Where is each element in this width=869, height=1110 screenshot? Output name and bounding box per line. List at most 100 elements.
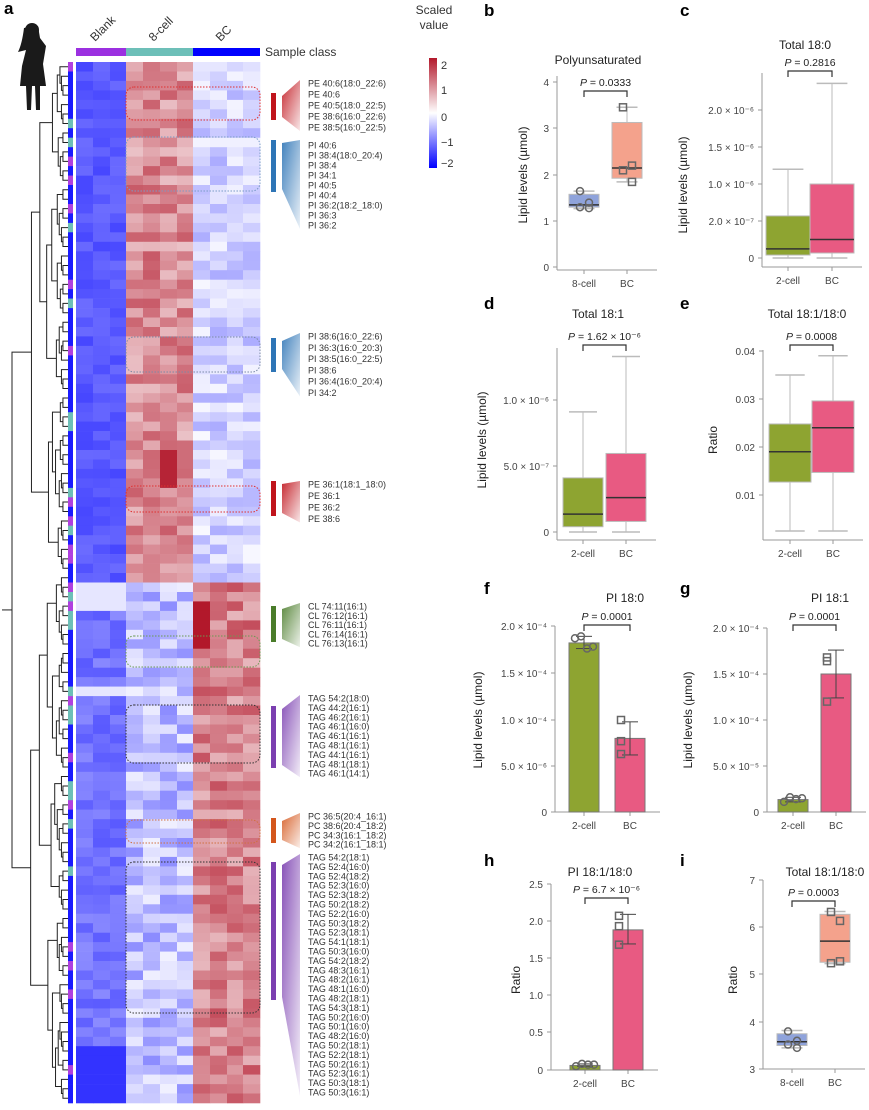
heatmap-cell <box>193 99 211 110</box>
heatmap-cell <box>243 923 261 933</box>
heatmap-cell <box>93 459 111 470</box>
heatmap-cell <box>160 156 178 167</box>
heatmap-cell <box>160 563 178 574</box>
heatmap-cell <box>93 800 111 810</box>
heatmap-cell <box>243 118 261 129</box>
box-2-cell <box>768 423 812 483</box>
group-color-bar <box>271 862 276 1000</box>
heatmap-cell <box>76 639 94 650</box>
heatmap-cell <box>193 658 211 668</box>
heatmap-cell <box>193 497 211 508</box>
lipid-label: TAG 52:2(18:1) <box>308 1050 369 1060</box>
heatmap-cell <box>210 961 228 971</box>
heatmap-cell <box>243 677 261 687</box>
lipid-label: TAG 54:3(18:1) <box>308 1003 369 1013</box>
lipid-label: PI 40:6 <box>308 141 337 151</box>
heatmap-cell <box>210 393 228 403</box>
data-point <box>779 797 789 807</box>
heatmap-cell <box>227 374 244 385</box>
dendrogram-branch <box>55 584 62 623</box>
row-side-color <box>68 705 73 716</box>
heatmap-cell <box>177 1055 194 1066</box>
dendrogram-branch <box>55 339 62 378</box>
heatmap-cell <box>93 412 111 422</box>
heatmap-cell <box>243 715 261 725</box>
heatmap-cell <box>76 648 94 659</box>
heatmap-cell <box>210 686 228 697</box>
heatmap-cell <box>143 62 161 72</box>
heatmap-cell <box>110 923 127 933</box>
heatmap-cell <box>110 733 127 744</box>
heatmap-cell <box>160 923 178 933</box>
lipid-label: PE 36:1(18:1_18:0) <box>308 480 386 490</box>
group-color-bar <box>271 93 276 120</box>
heatmap-cell <box>193 90 211 101</box>
heatmap-cell <box>126 487 144 498</box>
heatmap-cell <box>160 658 178 668</box>
row-side-color <box>68 951 73 962</box>
heatmap-cell <box>210 194 228 205</box>
heatmap-cell <box>160 222 178 233</box>
group-color-bar <box>271 338 276 372</box>
heatmap-cell <box>177 743 194 754</box>
dendrogram-branch <box>30 749 48 986</box>
heatmap-cell <box>110 431 127 441</box>
lipid-label: PE 40:6 <box>308 90 340 100</box>
heatmap-cell <box>210 667 228 678</box>
heatmap-cell <box>210 601 228 612</box>
row-side-color <box>68 327 73 337</box>
heatmap-cell <box>76 478 94 489</box>
heatmap-cell <box>143 185 161 195</box>
lipid-label: PE 40:6(18:0_22:6) <box>308 79 386 89</box>
row-side-color <box>68 648 73 659</box>
row-side-color <box>68 573 73 583</box>
heatmap-cell <box>93 1017 111 1028</box>
heatmap-cell <box>76 345 94 356</box>
heatmap-cell <box>177 71 194 82</box>
data-point <box>583 1060 593 1069</box>
lipid-label: TAG 46:1(16:0) <box>308 722 369 732</box>
heatmap-cell <box>93 118 111 129</box>
heatmap-cell <box>193 667 211 678</box>
heatmap-cell <box>143 487 161 498</box>
heatmap-cell <box>76 838 94 848</box>
heatmap-cell <box>93 961 111 971</box>
row-side-color <box>68 535 73 545</box>
heatmap-cell <box>110 336 127 347</box>
heatmap-cell <box>93 383 111 394</box>
y-tick-label: 0 <box>753 808 759 819</box>
heatmap-cell <box>210 715 228 725</box>
dendrogram-branch <box>60 75 68 91</box>
heatmap-cell <box>160 147 178 157</box>
heatmap-cell <box>210 696 228 706</box>
heatmap-cell <box>126 875 144 886</box>
lipid-label: PI 36:3 <box>308 211 337 221</box>
heatmap-cell <box>160 639 178 650</box>
heatmap-cell <box>76 847 94 858</box>
heatmap-cell <box>177 525 194 536</box>
heatmap-cell <box>93 809 111 820</box>
heatmap-cell <box>143 440 161 451</box>
heatmap-cell <box>93 468 111 479</box>
heatmap-cell <box>193 166 211 176</box>
heatmap-cell <box>227 317 244 328</box>
heatmap-cell <box>160 251 178 262</box>
row-side-color <box>68 582 73 593</box>
heatmap-cell <box>110 222 127 233</box>
data-point <box>783 1040 793 1049</box>
heatmap-cell <box>227 71 244 82</box>
heatmap-cell <box>143 355 161 366</box>
data-point <box>618 103 628 112</box>
lipid-label: TAG 46:1(16:1) <box>308 731 369 741</box>
heatmap-cell <box>110 951 127 962</box>
p-value: P = 0.0008 <box>786 331 837 343</box>
heatmap-cell <box>93 970 111 981</box>
y-axis-label: Ratio <box>706 426 720 454</box>
heatmap-cell <box>210 1017 228 1028</box>
heatmap-cell <box>143 222 161 233</box>
heatmap-cell <box>193 308 211 318</box>
heatmap-cell <box>243 951 261 962</box>
lipid-group: TAG 54:2(18:1)TAG 52:4(16:0)TAG 52:4(18:… <box>125 853 369 1098</box>
heatmap-cell <box>210 468 228 479</box>
heatmap-cell <box>210 904 228 915</box>
